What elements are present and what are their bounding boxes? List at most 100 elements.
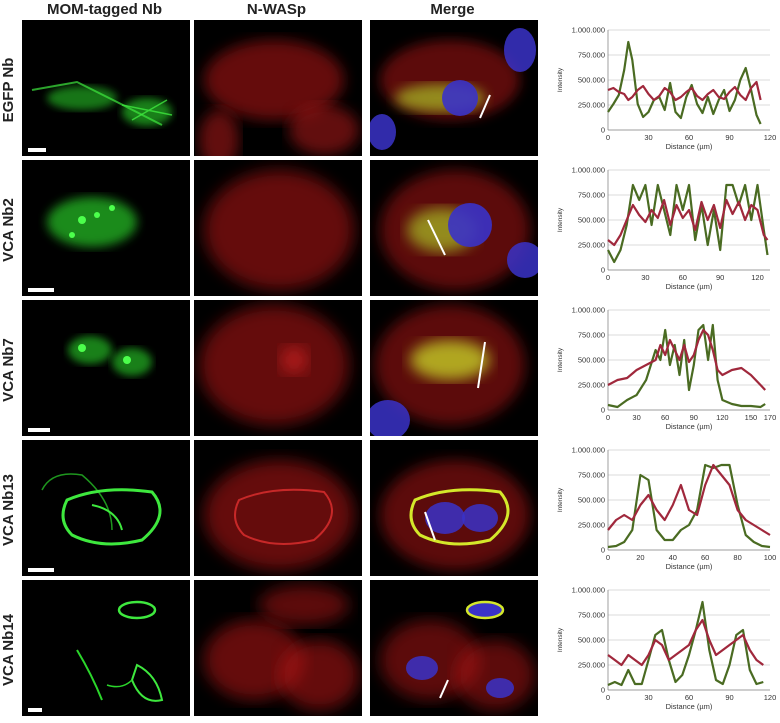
- y-tick-label: 750.000: [578, 191, 605, 200]
- y-axis-label: Intensity: [557, 487, 564, 512]
- micrograph-vca-nb7-red: [194, 300, 362, 436]
- y-tick-label: 750.000: [578, 611, 605, 620]
- micrograph-vca-nb2-green: [22, 160, 190, 296]
- row-label-egfp-nb: EGFP Nb: [0, 57, 17, 123]
- y-tick-label: 1.000.000: [572, 446, 605, 455]
- y-tick-label: 0: [601, 406, 605, 415]
- x-tick-label: 30: [644, 693, 652, 702]
- column-header-mom-tagged-nb: MOM-tagged Nb: [47, 1, 162, 18]
- intensity-profile-egfp-nb: 0 250.000 500.000 750.000 1.000.000 0 30 60 90 12…: [548, 20, 780, 156]
- x-axis-label: Distance (µm): [666, 702, 713, 711]
- intensity-profile-vca-nb14: 0 250.000 500.000 750.000 1.000.000 0 30 60 90 12…: [548, 580, 780, 716]
- x-axis-label: Distance (µm): [666, 422, 713, 431]
- micrograph-egfp-nb-red: [194, 20, 362, 156]
- red-channel-line: [607, 80, 762, 102]
- y-axis-label: Intensity: [557, 347, 564, 372]
- y-axis-label: Intensity: [557, 627, 564, 652]
- x-tick-label: 0: [606, 273, 610, 282]
- red-channel-line: [607, 618, 764, 667]
- micrograph-vca-nb2-merge: [370, 160, 538, 296]
- x-tick-label: 60: [661, 413, 669, 422]
- micrograph-egfp-nb-merge: [370, 20, 538, 156]
- row-label-vca-nb2: VCA Nb2: [0, 198, 17, 262]
- x-tick-label: 60: [679, 273, 687, 282]
- scale-bar: [28, 288, 54, 292]
- x-tick-label: 150: [745, 413, 758, 422]
- x-axis-label: Distance (µm): [666, 142, 713, 151]
- x-tick-label: 120: [751, 273, 764, 282]
- y-tick-label: 250.000: [578, 381, 605, 390]
- row-label-vca-nb14: VCA Nb14: [0, 614, 17, 686]
- y-tick-label: 0: [601, 546, 605, 555]
- y-tick-label: 0: [601, 126, 605, 135]
- micrograph-egfp-nb-green: [22, 20, 190, 156]
- x-tick-label: 0: [606, 413, 610, 422]
- micrograph-vca-nb14-green: [22, 580, 190, 716]
- scale-bar: [28, 708, 42, 712]
- row-label-vca-nb13: VCA Nb13: [0, 474, 17, 546]
- x-tick-label: 60: [685, 693, 693, 702]
- x-tick-label: 60: [685, 133, 693, 142]
- scale-bar: [28, 568, 54, 572]
- x-tick-label: 80: [733, 553, 741, 562]
- x-axis-label: Distance (µm): [666, 562, 713, 571]
- y-tick-label: 500.000: [578, 496, 605, 505]
- row-label-vca-nb7: VCA Nb7: [0, 338, 17, 402]
- x-tick-label: 0: [606, 133, 610, 142]
- y-tick-label: 0: [601, 266, 605, 275]
- micrograph-vca-nb2-red: [194, 160, 362, 296]
- x-tick-label: 100: [764, 553, 777, 562]
- y-tick-label: 750.000: [578, 331, 605, 340]
- green-channel-line: [607, 323, 766, 409]
- micrograph-vca-nb14-merge: [370, 580, 538, 716]
- scale-bar: [28, 428, 50, 432]
- x-tick-label: 90: [690, 413, 698, 422]
- x-tick-label: 90: [725, 133, 733, 142]
- intensity-profile-vca-nb2: 0 250.000 500.000 750.000 1.000.000 0 30 60 90 12…: [548, 160, 780, 296]
- green-channel-line: [607, 183, 769, 264]
- x-tick-label: 0: [606, 553, 610, 562]
- micrograph-vca-nb13-merge: [370, 440, 538, 576]
- x-tick-label: 170: [764, 413, 777, 422]
- x-tick-label: 120: [716, 413, 729, 422]
- micrograph-vca-nb13-red: [194, 440, 362, 576]
- green-channel-line: [607, 600, 764, 687]
- x-tick-label: 120: [764, 693, 777, 702]
- y-tick-label: 500.000: [578, 356, 605, 365]
- intensity-profile-vca-nb7: 0 250.000 500.000 750.000 1.000.000 0 30 60 90 12…: [548, 300, 780, 436]
- column-header-n-wasp: N-WASp: [246, 1, 307, 18]
- x-tick-label: 60: [701, 553, 709, 562]
- red-channel-line: [607, 328, 767, 391]
- x-tick-label: 40: [669, 553, 677, 562]
- y-tick-label: 250.000: [578, 661, 605, 670]
- y-axis-label: Intensity: [557, 207, 564, 232]
- micrograph-vca-nb7-green: [22, 300, 190, 436]
- x-tick-label: 30: [632, 413, 640, 422]
- micrograph-vca-nb14-red: [194, 580, 362, 716]
- y-tick-label: 750.000: [578, 51, 605, 60]
- x-tick-label: 30: [641, 273, 649, 282]
- micrograph-vca-nb7-merge: [370, 300, 538, 436]
- red-channel-line: [607, 198, 769, 247]
- y-tick-label: 500.000: [578, 216, 605, 225]
- x-tick-label: 20: [636, 553, 644, 562]
- column-header-merge: Merge: [430, 1, 475, 18]
- green-channel-line: [607, 463, 771, 549]
- x-tick-label: 0: [606, 693, 610, 702]
- y-tick-label: 0: [601, 686, 605, 695]
- y-axis-label: Intensity: [557, 67, 564, 92]
- y-tick-label: 750.000: [578, 471, 605, 480]
- x-axis-label: Distance (µm): [666, 282, 713, 291]
- scale-bar: [28, 148, 46, 152]
- y-tick-label: 1.000.000: [572, 586, 605, 595]
- x-tick-label: 90: [716, 273, 724, 282]
- y-tick-label: 250.000: [578, 241, 605, 250]
- x-tick-label: 30: [644, 133, 652, 142]
- x-tick-label: 90: [725, 693, 733, 702]
- red-channel-line: [607, 463, 771, 536]
- y-tick-label: 500.000: [578, 76, 605, 85]
- y-tick-label: 250.000: [578, 521, 605, 530]
- y-tick-label: 250.000: [578, 101, 605, 110]
- y-tick-label: 1.000.000: [572, 166, 605, 175]
- y-tick-label: 1.000.000: [572, 306, 605, 315]
